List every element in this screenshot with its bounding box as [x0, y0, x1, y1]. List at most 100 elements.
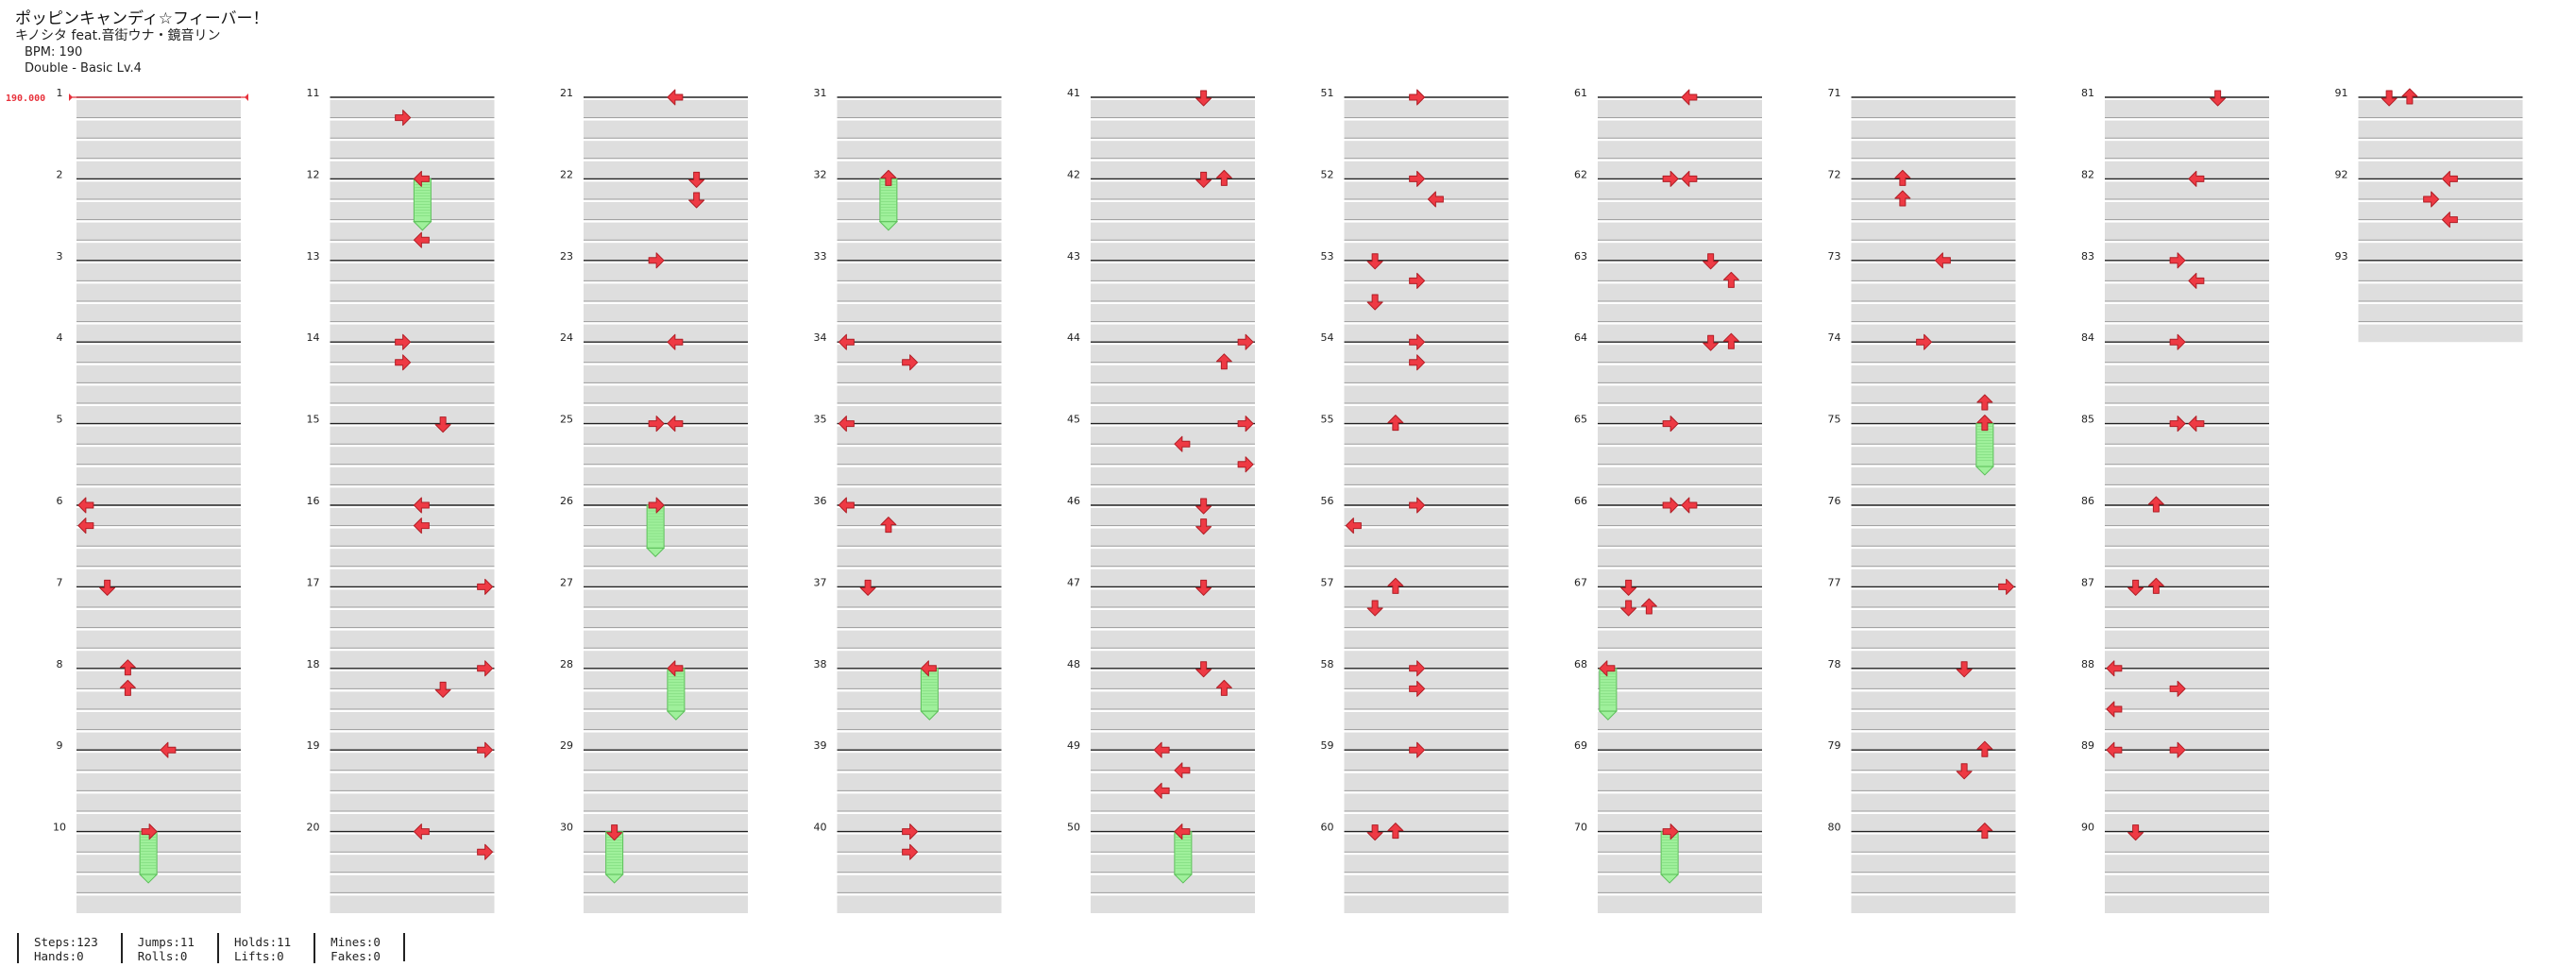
measure-shade — [1344, 243, 1509, 261]
measure-shade — [1091, 141, 1255, 159]
measure-shade — [76, 161, 241, 179]
arrow-left — [1681, 497, 1698, 514]
measure-shade — [1851, 406, 2016, 424]
arrow-down — [1366, 600, 1383, 617]
measure-shade — [76, 651, 241, 669]
arrow-up — [2401, 88, 2418, 105]
measure-shade — [1598, 528, 1762, 547]
measure-number: 60 — [1321, 822, 1334, 834]
arrow-right — [1237, 333, 1254, 350]
measure-number: 90 — [2081, 822, 2094, 834]
measure-shade — [584, 568, 748, 587]
measure-shade — [1598, 670, 1762, 689]
measure-shade — [2105, 100, 2269, 118]
measure-number: 22 — [560, 168, 573, 180]
measure-shade — [584, 181, 748, 199]
measure-shade — [584, 772, 748, 791]
hold-body — [139, 831, 158, 875]
arrow-right — [1409, 170, 1426, 187]
measure-shade — [584, 447, 748, 465]
arrow-right — [1409, 89, 1426, 106]
arrow-right — [141, 823, 158, 840]
measure-shade — [837, 630, 1002, 649]
stats-end-divider — [402, 933, 405, 961]
measure-shade — [76, 712, 241, 730]
measure-shade — [1598, 589, 1762, 607]
arrow-up — [1976, 394, 1993, 411]
measure-shade — [584, 732, 748, 751]
measure-shade — [1598, 834, 1762, 853]
measure-shade — [330, 324, 495, 343]
arrow-left — [2188, 272, 2205, 289]
measure-shade — [1091, 630, 1255, 649]
arrow-up — [1215, 679, 1232, 696]
measure-shade — [330, 345, 495, 363]
measure-shade — [1091, 222, 1255, 241]
measure-shade — [584, 426, 748, 445]
measure-number: 12 — [307, 168, 320, 180]
measure-shade — [837, 406, 1002, 424]
measure-number: 47 — [1067, 576, 1080, 588]
measure-shade — [1344, 161, 1509, 179]
measure-number: 37 — [814, 576, 827, 588]
measure-shade — [2105, 651, 2269, 669]
measure-shade — [330, 549, 495, 567]
arrow-right — [477, 660, 494, 677]
measure-shade — [1091, 814, 1255, 832]
hold-tail — [604, 874, 624, 884]
measure-number: 35 — [814, 414, 827, 426]
arrow-down — [99, 579, 116, 596]
measure-shade — [2105, 243, 2269, 261]
arrow-left — [1345, 517, 1362, 534]
arrow-right — [1409, 497, 1426, 514]
arrow-down — [1195, 171, 1212, 188]
measure-number: 85 — [2081, 414, 2094, 426]
measure-number: 81 — [2081, 87, 2094, 99]
measure-shade — [2358, 202, 2523, 220]
measure-shade — [584, 630, 748, 649]
stat-jumps: Jumps:11 — [137, 935, 195, 949]
arrow-up — [1722, 332, 1739, 349]
measure-shade — [837, 691, 1002, 709]
measure-shade — [330, 874, 495, 893]
measure-shade — [330, 426, 495, 445]
measure-shade — [584, 610, 748, 628]
measure-shade — [584, 549, 748, 567]
measure-shade — [2105, 549, 2269, 567]
measure-shade — [1091, 365, 1255, 383]
measure-number: 11 — [307, 87, 320, 99]
measure-shade — [837, 467, 1002, 485]
arrow-left — [413, 497, 430, 514]
arrow-left — [77, 517, 94, 534]
measure-shade — [1091, 447, 1255, 465]
arrow-up — [1215, 353, 1232, 370]
measure-shade — [584, 487, 748, 505]
bpm-marker-label: 190.000 — [6, 93, 45, 104]
measure-shade — [1851, 610, 2016, 628]
measure-shade — [1598, 508, 1762, 526]
measure-shade — [76, 508, 241, 526]
arrow-right — [648, 252, 665, 269]
measure-shade — [1344, 141, 1509, 159]
measure-shade — [1091, 712, 1255, 730]
measure-shade — [837, 181, 1002, 199]
measure-number: 4 — [57, 331, 63, 344]
measure-shade — [1598, 181, 1762, 199]
arrow-down — [434, 681, 451, 698]
measure-shade — [1598, 814, 1762, 832]
measure-shade — [330, 467, 495, 485]
arrow-down — [1366, 824, 1383, 841]
measure-shade — [330, 732, 495, 751]
arrow-down — [1195, 498, 1212, 515]
measure-shade — [2105, 568, 2269, 587]
measure-shade — [584, 263, 748, 281]
measure-shade — [837, 793, 1002, 811]
measure-shade — [2358, 100, 2523, 118]
measure-shade — [2105, 141, 2269, 159]
measure-shade — [1344, 814, 1509, 832]
measure-shade — [1598, 855, 1762, 873]
measure-shade — [1091, 283, 1255, 301]
measure-shade — [2105, 426, 2269, 445]
arrow-left — [2106, 741, 2123, 758]
measure-shade — [330, 202, 495, 220]
